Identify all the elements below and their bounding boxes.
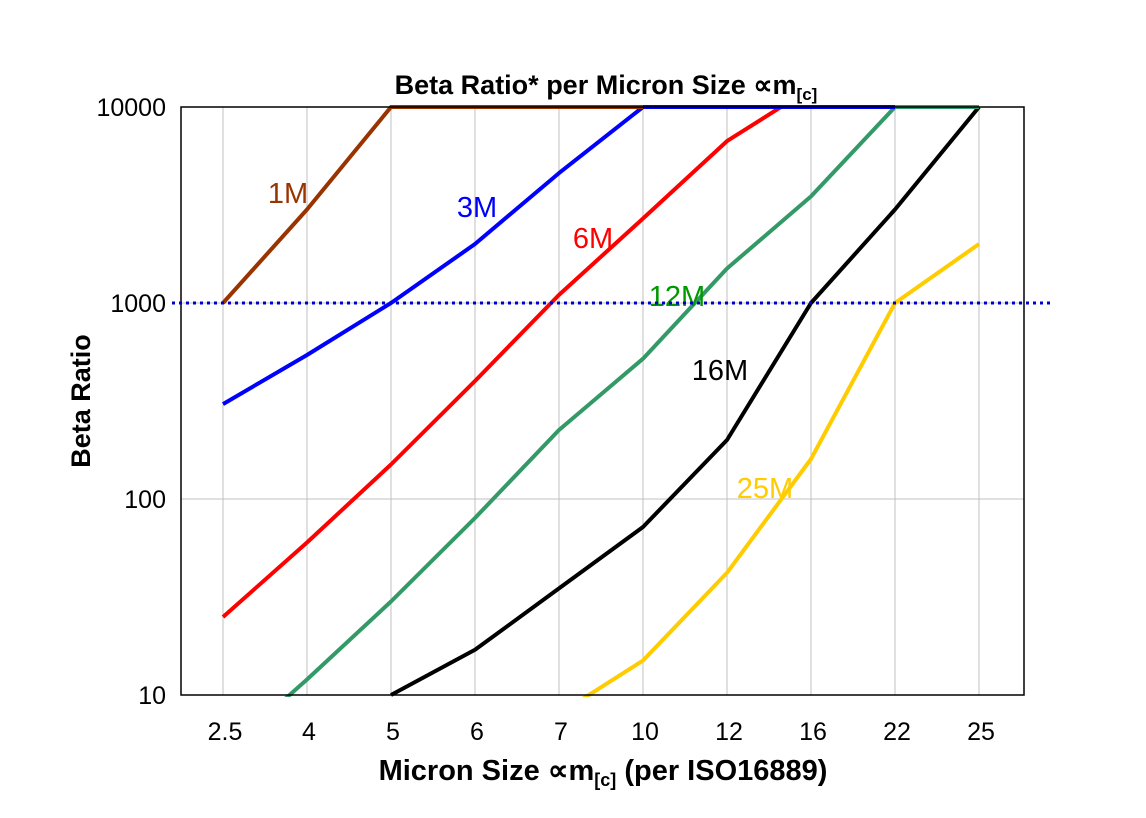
series-labels: 16M 25M 12M 6M 3M 1M <box>268 178 793 505</box>
y-tick-label: 100 <box>124 486 166 514</box>
y-tick-label: 1000 <box>110 290 166 318</box>
series-label-6M: 6M <box>573 223 613 255</box>
series-layer <box>221 105 981 697</box>
x-tick-label: 22 <box>883 718 911 746</box>
series-line-6M <box>221 105 788 619</box>
chart-title: Beta Ratio* per Micron Size ∝m[c] <box>395 70 818 104</box>
x-axis-label: Micron Size ∝m[c] (per ISO16889) <box>379 755 828 790</box>
x-tick-label: 4 <box>302 718 316 746</box>
plot-area-border <box>180 106 1025 696</box>
series-label-12M: 12M <box>649 281 705 313</box>
series-label-3M: 3M <box>457 192 497 224</box>
y-axis-ticks: 10 100 1000 10000 <box>96 94 166 710</box>
series-line-25M <box>581 242 981 697</box>
series-label-1M: 1M <box>268 178 308 210</box>
y-axis-label: Beta Ratio <box>66 334 96 468</box>
x-tick-label: 5 <box>386 718 400 746</box>
x-tick-label: 12 <box>715 718 743 746</box>
x-tick-label: 16 <box>799 718 827 746</box>
x-axis-ticks: 2.5 4 5 6 7 10 12 16 22 25 <box>208 718 995 746</box>
x-tick-label: 2.5 <box>208 718 243 746</box>
x-tick-label: 25 <box>967 718 995 746</box>
series-label-25M: 25M <box>737 473 793 505</box>
series-label-16M: 16M <box>692 355 748 387</box>
x-tick-label: 7 <box>554 718 568 746</box>
x-tick-label: 10 <box>631 718 659 746</box>
y-tick-label: 10 <box>138 682 166 710</box>
x-tick-label: 6 <box>470 718 484 746</box>
y-tick-label: 10000 <box>96 94 166 122</box>
series-line-16M <box>390 105 981 697</box>
series-line-12M <box>284 105 979 697</box>
